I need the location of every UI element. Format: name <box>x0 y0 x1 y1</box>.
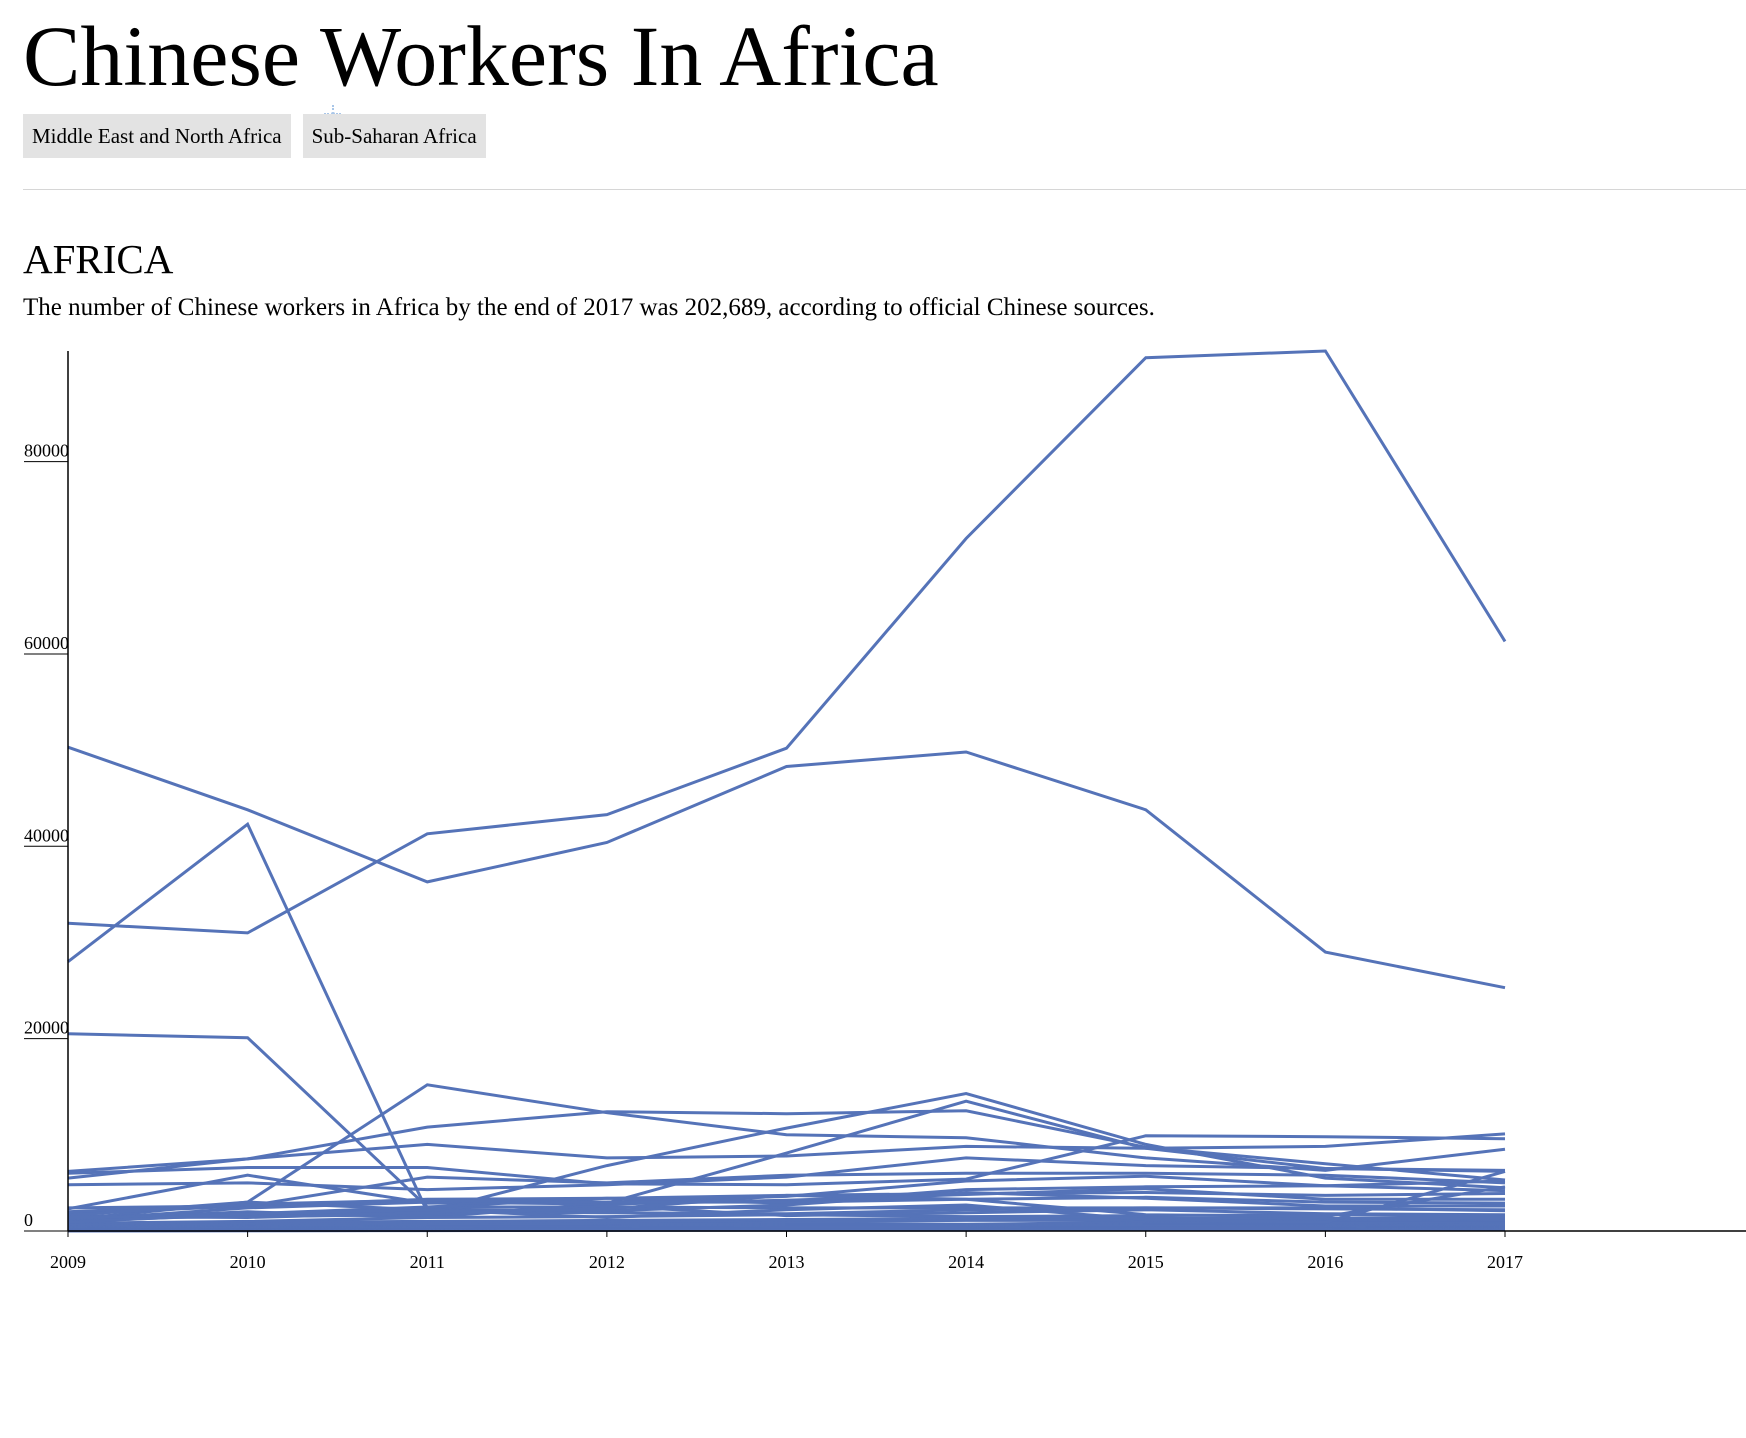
series-line-33 <box>67 1185 1506 1220</box>
series-line-8 <box>67 1134 1506 1187</box>
x-tick-label: 2013 <box>769 1252 805 1272</box>
x-tick-label: 2012 <box>589 1252 625 1272</box>
y-tick-label: 20000 <box>24 1018 69 1038</box>
page-title: Chinese Workers In Africa <box>23 8 939 104</box>
x-tick-label: 2016 <box>1307 1252 1343 1272</box>
series-line-16 <box>67 1195 1506 1214</box>
series-line-3 <box>67 745 1506 990</box>
header-divider <box>23 189 1746 190</box>
workers-line-chart: 0 20000 40000 60000 80000 2009 2010 2011 2012 201… <box>24 349 1746 1272</box>
x-tick-label: 2009 <box>50 1252 86 1272</box>
series-line-7 <box>67 1132 1506 1173</box>
y-tick-label: 60000 <box>24 633 69 653</box>
tab-middle-east-north-africa[interactable]: Middle East and North Africa <box>23 114 291 158</box>
x-tick-label: 2014 <box>948 1252 984 1272</box>
series-line-34 <box>67 1169 1506 1224</box>
x-tick-label: 2010 <box>230 1252 266 1272</box>
region-tabs: Middle East and North Africa Sub-Saharan… <box>23 114 486 158</box>
axis-layer: 0 20000 40000 60000 80000 2009 2010 2011 2012 201… <box>24 351 1746 1272</box>
series-line-21 <box>67 1217 1505 1227</box>
x-tick-label: 2017 <box>1487 1252 1523 1272</box>
series-line-2 <box>67 349 1507 935</box>
y-tick-label: 0 <box>24 1210 33 1230</box>
series-layer <box>67 349 1507 1233</box>
chart-subtitle: The number of Chinese workers in Africa … <box>23 294 1155 321</box>
series-line-6 <box>67 1109 1506 1182</box>
x-tick-label: 2011 <box>410 1252 445 1272</box>
y-tick-label: 80000 <box>24 441 69 461</box>
series-line-12 <box>67 1171 1506 1216</box>
x-tick-label: 2015 <box>1128 1252 1164 1272</box>
tab-sub-saharan-africa[interactable]: Sub-Saharan Africa <box>302 114 486 158</box>
y-tick-label: 40000 <box>24 825 69 845</box>
region-heading: AFRICA <box>23 236 174 282</box>
series-line-17 <box>67 1190 1505 1218</box>
